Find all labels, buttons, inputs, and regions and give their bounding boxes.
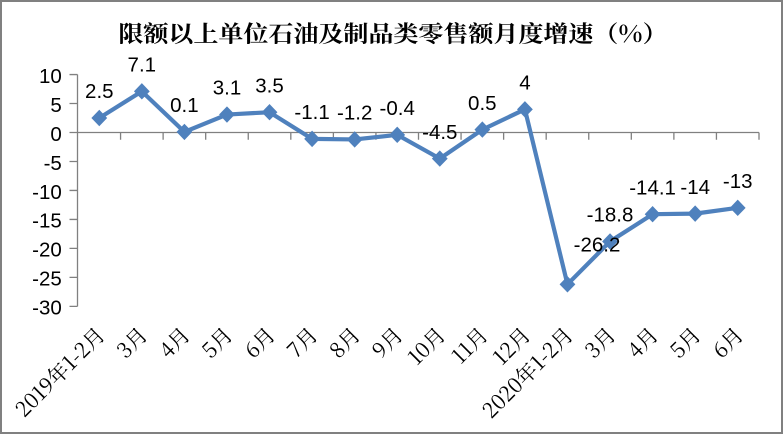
svg-text:-18.8: -18.8 xyxy=(587,204,634,227)
svg-text:10: 10 xyxy=(39,65,62,88)
svg-text:-14: -14 xyxy=(680,176,710,199)
svg-text:-4.5: -4.5 xyxy=(422,121,457,144)
svg-text:-5: -5 xyxy=(44,152,62,175)
svg-text:7.1: 7.1 xyxy=(128,54,157,77)
svg-text:-10: -10 xyxy=(32,181,62,204)
svg-text:-14.1: -14.1 xyxy=(629,176,676,199)
svg-text:-25: -25 xyxy=(32,268,62,291)
svg-text:0: 0 xyxy=(50,123,61,146)
svg-text:-20: -20 xyxy=(32,239,62,262)
svg-text:-13: -13 xyxy=(723,170,753,193)
svg-text:-30: -30 xyxy=(32,297,62,320)
svg-text:4: 4 xyxy=(519,72,530,95)
svg-text:0.5: 0.5 xyxy=(468,92,497,115)
svg-text:-26.2: -26.2 xyxy=(574,234,621,257)
svg-text:-0.4: -0.4 xyxy=(380,97,415,120)
svg-text:-15: -15 xyxy=(32,210,62,233)
svg-text:-1.1: -1.1 xyxy=(294,101,329,124)
svg-text:3.1: 3.1 xyxy=(213,77,242,100)
svg-text:5: 5 xyxy=(50,94,61,117)
svg-text:0.1: 0.1 xyxy=(170,94,199,117)
svg-text:-1.2: -1.2 xyxy=(337,102,372,125)
svg-text:3.5: 3.5 xyxy=(255,74,284,97)
svg-text:2.5: 2.5 xyxy=(85,80,114,103)
